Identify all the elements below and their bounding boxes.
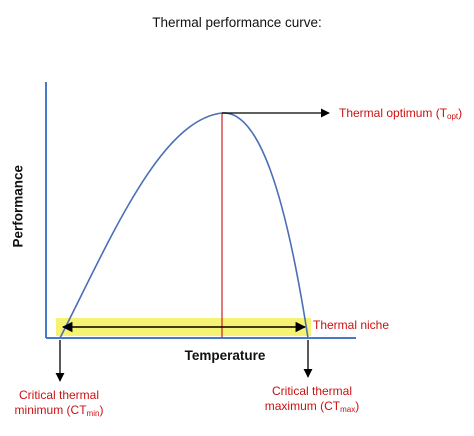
thermal-niche-label: Thermal niche bbox=[313, 318, 390, 332]
y-axis-label: Performance bbox=[10, 164, 26, 248]
diagram-title: Thermal performance curve: bbox=[152, 15, 322, 30]
x-axis-label: Temperature bbox=[184, 348, 266, 363]
performance-curve bbox=[59, 112, 309, 339]
ct-min-label: Critical thermal minimum (CTmin) bbox=[14, 388, 104, 418]
ct-max-label: Critical thermal maximum (CTmax) bbox=[264, 384, 360, 414]
thermal-optimum-label: Thermal optimum (Topt) bbox=[339, 106, 463, 121]
